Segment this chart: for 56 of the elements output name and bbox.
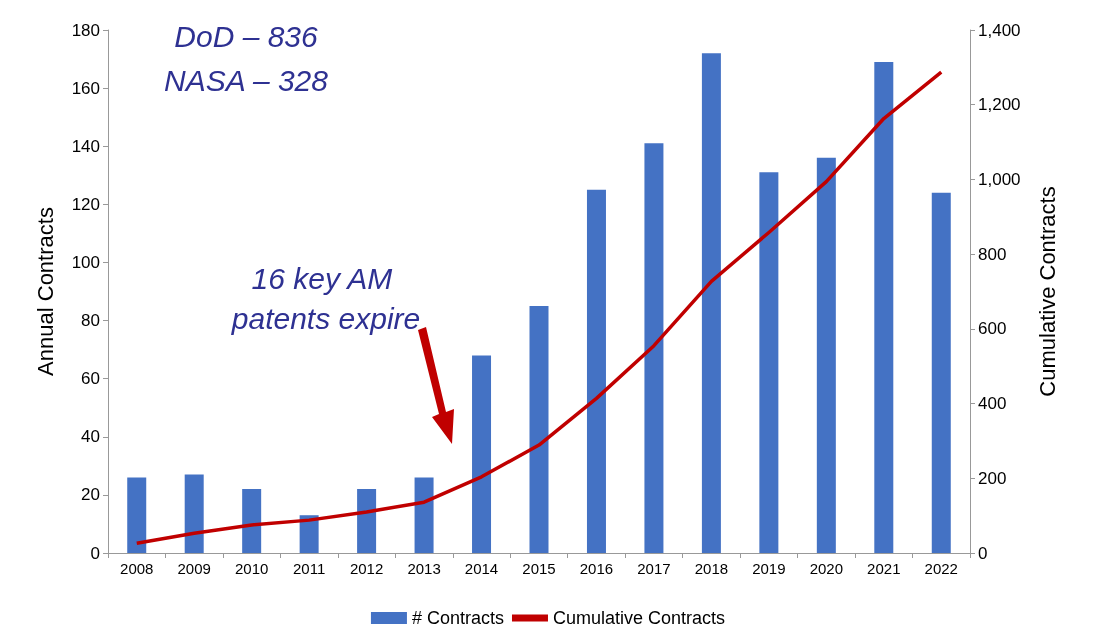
- bar: [874, 61, 894, 553]
- bar: [644, 143, 664, 553]
- y-tick-label: 100: [71, 252, 100, 272]
- legend-label: # Contracts: [411, 608, 504, 628]
- y-tick-label: 40: [81, 427, 100, 447]
- y2-tick-label: 1,000: [978, 169, 1021, 189]
- y2-tick-label: 0: [978, 543, 988, 563]
- y-tick-label: 160: [71, 78, 100, 98]
- y-tick-label: 180: [71, 20, 100, 40]
- line-series: [134, 70, 944, 546]
- x-tick-label: 2012: [349, 560, 384, 577]
- y-tick-label: 20: [81, 485, 100, 505]
- bar: [759, 172, 779, 553]
- y2-axis-title: Cumulative Contracts: [1034, 186, 1060, 397]
- y-tick-label: 60: [81, 369, 100, 389]
- x-tick-label: 2008: [120, 560, 154, 577]
- legend-label: Cumulative Contracts: [552, 608, 726, 628]
- bar: [472, 355, 492, 553]
- x-tick-label: 2017: [637, 560, 671, 577]
- bar: [701, 53, 721, 553]
- bar: [816, 157, 836, 553]
- annotation: 16 key AM patents expire: [230, 261, 421, 335]
- x-tick-label: 2019: [752, 560, 786, 577]
- y-tick-label: 0: [90, 543, 100, 563]
- bar: [127, 477, 147, 553]
- x-tick-label: 2015: [522, 560, 556, 577]
- bar: [184, 474, 204, 553]
- bar: [931, 192, 951, 553]
- x-tick-label: 2020: [809, 560, 844, 577]
- bar: [357, 489, 377, 553]
- bar: [299, 515, 319, 553]
- x-tick-label: 2018: [694, 560, 729, 577]
- y2-tick-label: 200: [978, 468, 1007, 488]
- y2-tick-label: 400: [978, 394, 1007, 414]
- bar: [242, 489, 262, 553]
- x-tick-label: 2014: [464, 560, 499, 577]
- y-tick-label: 120: [71, 194, 100, 214]
- x-tick-label: 2009: [177, 560, 211, 577]
- x-tick-label: 2022: [924, 560, 958, 577]
- x-tick-label: 2011: [293, 560, 326, 577]
- bar: [414, 477, 434, 553]
- x-tick-label: 2010: [234, 560, 269, 577]
- y-tick-label: 80: [81, 311, 100, 331]
- x-tick-label: 2013: [407, 560, 441, 577]
- annotation: NASA – 328: [164, 63, 329, 97]
- bar: [586, 189, 606, 553]
- y2-tick-label: 1,400: [978, 20, 1021, 40]
- y-tick-label: 140: [71, 136, 100, 156]
- y2-tick-label: 800: [978, 244, 1007, 264]
- annotation: DoD – 836: [174, 19, 319, 53]
- x-tick-label: 2021: [867, 560, 901, 577]
- bar: [529, 306, 549, 553]
- x-tick-label: 2016: [579, 560, 614, 577]
- y2-tick-label: 600: [978, 319, 1007, 339]
- y-axis-title: Annual Contracts: [32, 207, 58, 376]
- y2-tick-label: 1,200: [978, 95, 1021, 115]
